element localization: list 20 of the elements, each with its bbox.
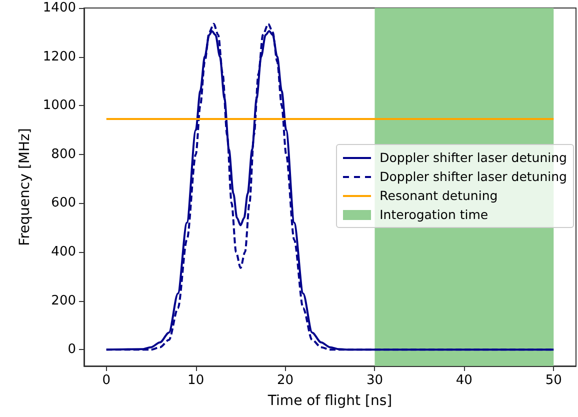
x-axis-title: Time of flight [ns] [266, 393, 392, 409]
band-label: Interogation time [380, 207, 488, 222]
x-tick-label: 30 [366, 373, 383, 388]
x-tick-label: 0 [102, 373, 111, 388]
y-tick-label: 0 [68, 342, 76, 358]
y-tick-label: 400 [51, 244, 76, 260]
y-tick-label: 800 [51, 146, 76, 162]
legend-label: Resonant detuning [380, 188, 498, 203]
y-tick-label: 1000 [42, 98, 76, 114]
y-axis-title: Frequency [MHz] [17, 128, 33, 246]
x-tick-label: 10 [188, 373, 204, 388]
x-tick-label: 40 [456, 373, 472, 388]
y-tick-label: 1400 [42, 0, 76, 16]
legend-label: Doppler shifter laser detuning [380, 169, 567, 184]
x-tick-label: 20 [277, 373, 294, 388]
y-tick-label: 200 [51, 293, 76, 308]
y-tick-label: 1200 [42, 49, 76, 64]
legend-label: Doppler shifter laser detuning [380, 150, 567, 165]
y-tick-label: 600 [51, 196, 76, 211]
x-tick-label: 50 [545, 373, 562, 388]
